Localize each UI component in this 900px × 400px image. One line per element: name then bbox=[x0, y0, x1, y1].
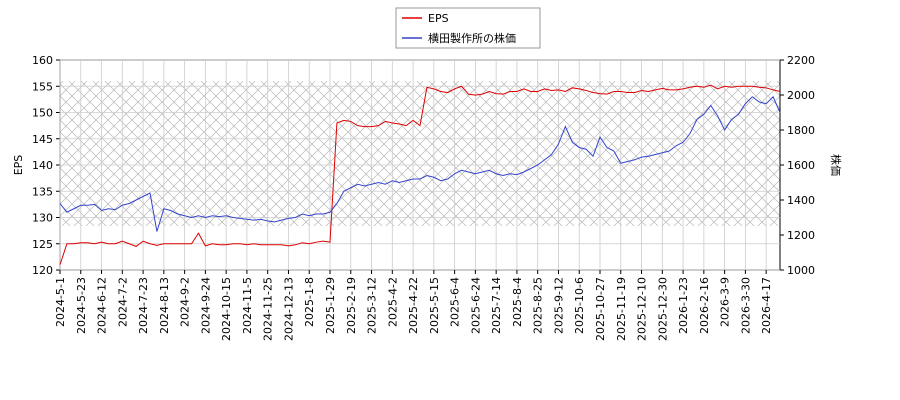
x-tick-label: 2024-7-23 bbox=[137, 277, 150, 334]
y-axis-label: EPS bbox=[12, 155, 25, 176]
x-tick-label: 2025-7-14 bbox=[490, 277, 503, 334]
y2-tick-label: 1800 bbox=[787, 124, 815, 137]
x-tick-label: 2025-3-12 bbox=[366, 277, 379, 334]
x-tick-label: 2025-12-10 bbox=[636, 277, 649, 341]
y-tick-label: 130 bbox=[32, 212, 53, 225]
x-tick-label: 2024-8-13 bbox=[158, 277, 171, 334]
x-tick-label: 2025-4-22 bbox=[407, 277, 420, 334]
legend-label: EPS bbox=[428, 12, 449, 25]
legend-label: 横田製作所の株価 bbox=[428, 31, 516, 45]
x-tick-label: 2025-1-29 bbox=[324, 277, 337, 334]
x-tick-label: 2025-10-27 bbox=[594, 277, 607, 341]
y-tick-label: 160 bbox=[32, 54, 53, 67]
x-tick-label: 2024-11-5 bbox=[241, 277, 254, 334]
x-tick-label: 2024-5-23 bbox=[75, 277, 88, 334]
y2-axis-label: 株価 bbox=[829, 154, 843, 176]
x-tick-label: 2026-1-23 bbox=[677, 277, 690, 334]
y2-tick-label: 1400 bbox=[787, 194, 815, 207]
x-tick-label: 2025-11-19 bbox=[615, 277, 628, 341]
hatched-band bbox=[60, 81, 780, 226]
y2-tick-label: 1600 bbox=[787, 159, 815, 172]
x-tick-label: 2024-6-12 bbox=[96, 277, 109, 334]
y2-tick-label: 2000 bbox=[787, 89, 815, 102]
x-tick-label: 2026-4-17 bbox=[760, 277, 773, 334]
x-tick-label: 2024-9-2 bbox=[179, 277, 192, 327]
y2-tick-label: 2200 bbox=[787, 54, 815, 67]
x-tick-label: 2026-3-9 bbox=[719, 277, 732, 327]
series-line bbox=[59, 95, 781, 232]
legend-box bbox=[395, 7, 541, 49]
x-tick-label: 2025-9-12 bbox=[552, 277, 565, 334]
x-tick-label: 2025-12-30 bbox=[656, 277, 669, 341]
x-tick-label: 2025-1-8 bbox=[303, 277, 316, 327]
x-tick-label: 2025-6-4 bbox=[449, 277, 462, 327]
y2-tick-label: 1200 bbox=[787, 229, 815, 242]
x-tick-label: 2024-12-13 bbox=[282, 277, 295, 341]
x-tick-label: 2024-9-24 bbox=[199, 277, 212, 334]
x-tick-label: 2026-3-30 bbox=[739, 277, 752, 334]
y-tick-label: 125 bbox=[32, 238, 53, 251]
y2-tick-label: 1000 bbox=[787, 264, 815, 277]
x-tick-label: 2025-2-19 bbox=[345, 277, 358, 334]
x-tick-label: 2024-11-25 bbox=[262, 277, 275, 341]
y-tick-label: 120 bbox=[32, 264, 53, 277]
y-tick-label: 145 bbox=[32, 133, 53, 146]
x-tick-label: 2024-7-2 bbox=[116, 277, 129, 327]
y-tick-label: 140 bbox=[32, 159, 53, 172]
x-tick-label: 2025-8-25 bbox=[532, 277, 545, 334]
x-tick-label: 2025-4-2 bbox=[386, 277, 399, 327]
y-tick-label: 135 bbox=[32, 185, 53, 198]
x-tick-label: 2026-2-16 bbox=[698, 277, 711, 334]
x-tick-label: 2025-10-6 bbox=[573, 277, 586, 334]
y-tick-label: 155 bbox=[32, 80, 53, 93]
x-tick-label: 2025-6-24 bbox=[469, 277, 482, 334]
x-tick-label: 2024-5-1 bbox=[54, 277, 67, 327]
y-tick-label: 150 bbox=[32, 107, 53, 120]
x-tick-label: 2024-10-15 bbox=[220, 277, 233, 341]
x-tick-label: 2025-8-4 bbox=[511, 277, 524, 327]
x-tick-label: 2025-5-15 bbox=[428, 277, 441, 334]
series-line bbox=[59, 84, 781, 265]
